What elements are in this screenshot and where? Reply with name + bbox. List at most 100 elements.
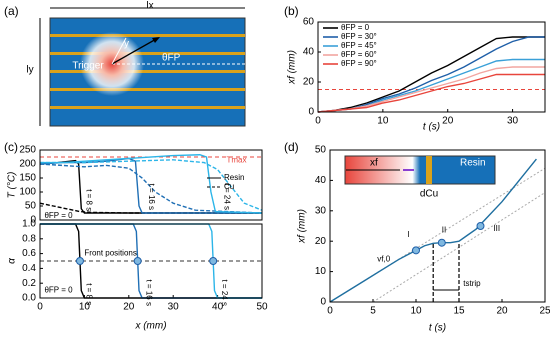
y-tick-label: 40 [303,47,315,58]
annotation: vf,0 [377,255,390,264]
legend-label: Cu [224,182,234,191]
x-tick-label: 20 [442,116,454,127]
panel-label: (d) [284,140,299,154]
legend-label: θFP = 0 [341,23,370,32]
y-tick-label: 50 [315,145,327,156]
plot-frame [39,223,263,299]
marker [75,257,84,265]
y-tick-label: 0.4 [22,263,36,274]
x-tick-label: 20 [496,306,508,317]
marker [133,257,142,265]
x-tick-label: 50 [256,302,268,313]
y-tick-label: 150 [19,173,36,184]
x-axis-label: x (mm) [134,321,166,332]
series-line [40,154,263,214]
x-tick-label: 10 [410,306,422,317]
x-tick-label: 0 [327,306,333,317]
marker [437,238,446,247]
legend-label: θFP = 30° [341,32,377,41]
y-tick-label: 50 [25,201,37,212]
direction-arrow [111,37,159,65]
schematic: (a) lx ly Trigger y θFP [4,1,246,127]
annotation: t = 24 s [222,184,231,210]
y-tick-label: 250 [19,145,36,156]
marker [476,222,485,230]
legend-label: θFP = 60° [341,50,377,59]
x-tick-label: 5 [370,306,376,317]
ly-label: ly [26,65,33,76]
marker [412,246,420,255]
inset-resin: Resin [460,158,486,169]
inset: xf Resin dCu [344,155,496,200]
annotation: θFP = 0 [44,211,73,220]
y-label: y [124,39,129,50]
series-line [40,159,263,211]
annotation: II [442,226,446,235]
legend-label: θFP = 45° [341,41,377,50]
series-line [39,202,262,214]
y-tick-label: 60 [303,17,315,28]
x-tick-label: 0 [37,302,43,313]
x-tick-label: 0 [315,116,321,127]
y-tick-label: 10 [315,266,327,277]
y-tick-label: 1.0 [22,219,36,230]
lx-label: lx [146,1,153,12]
y-tick-label: 200 [19,159,36,170]
y-axis-label: T (°C) [7,172,18,199]
y-tick-label: 0.2 [22,278,36,289]
panel-label: (b) [284,4,299,18]
annotation: t = 16 s [147,184,156,210]
panel-label: (a) [4,4,19,18]
x-tick-label: 10 [79,302,91,313]
strips [50,34,245,109]
x-tick-label: 30 [507,116,519,127]
y-tick-label: 40 [315,175,327,186]
trigger-label: Trigger [72,61,104,72]
annotation: t = 24 s [220,280,229,306]
x-tick-label: 20 [123,302,135,313]
theta-label: θFP [162,53,181,64]
annotation: t = 8 s [85,283,94,305]
legend-label: Resin [224,173,244,182]
x-tick-label: 15 [453,306,465,317]
series-line [317,36,545,113]
y-tick-label: 0 [308,107,314,118]
x-tick-label: 25 [539,306,550,317]
annotation: t = 16 s [145,280,154,306]
cu-strip [426,156,432,184]
y-tick-label: 20 [303,77,315,88]
marker [209,257,218,265]
annotation: θFP = 0 [44,286,73,295]
y-tick-label: 20 [315,236,327,247]
x-axis-label: t (s) [423,122,440,133]
y-axis-label: α [7,258,18,264]
annotation: tstrip [463,279,481,288]
plot-frame [329,149,546,303]
x-tick-label: 30 [168,302,180,313]
panel-label: (c) [4,140,18,154]
y-tick-label: 0.8 [22,233,36,244]
series-line [317,73,545,113]
y-tick-label: 0 [320,297,326,308]
y-tick-label: 0.0 [22,293,36,304]
x-tick-label: 10 [377,116,389,127]
inset-dcu: dCu [420,189,438,200]
y-tick-label: 100 [19,187,36,198]
plot: (c) 0 50 100 150 200 250 T (°C) Tmax t = 8 s t = 1… [4,140,263,226]
inset-xf: xf [370,158,378,169]
annotation: I [407,230,409,239]
plot-frame [317,21,546,113]
annotation: Front positions [84,249,136,258]
x-tick-label: 40 [212,302,224,313]
axis-y [111,37,127,65]
plot-frame [39,149,263,221]
y-tick-label: 0 [30,215,36,226]
y-axis-label: xf (mm) [297,209,308,244]
y-axis-label: xf (mm) [287,50,298,85]
y-tick-label: 30 [315,205,327,216]
annotation: III [493,224,500,233]
annotation: Tmax [226,156,246,165]
arrowhead [152,37,160,43]
